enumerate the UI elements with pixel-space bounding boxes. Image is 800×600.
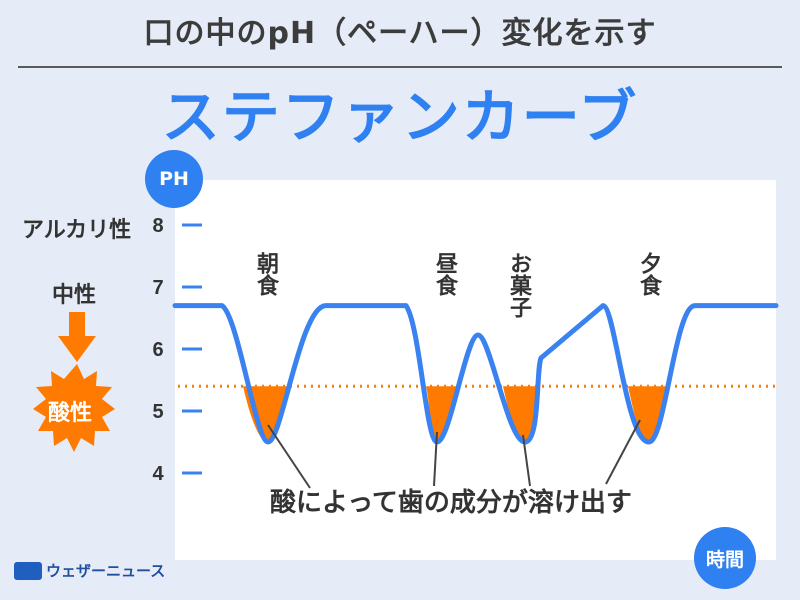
annotation-pointer — [267, 424, 311, 489]
annotation-pointer — [433, 431, 438, 487]
page-subtitle: ステファンカーブ — [161, 83, 639, 151]
meal-label-breakfast: 朝食 — [253, 252, 278, 296]
brand-logo: ウェザーニュース — [14, 560, 165, 581]
acid-zone-breakfast — [243, 386, 290, 442]
acid-annotation: 酸によって歯の成分が溶け出す — [270, 488, 632, 518]
y-tick-label: 5 — [152, 401, 163, 423]
plot-area — [175, 180, 776, 560]
brand-name: ウェザーニュース — [46, 562, 166, 580]
acid-zone-dinner — [628, 386, 667, 442]
acid-zone-snack — [503, 386, 540, 442]
meal-label-snack: お菓子 — [506, 252, 531, 318]
y-tick-label: 8 — [152, 215, 163, 237]
acid-zone-lunch — [426, 386, 460, 442]
brand-mark-icon — [14, 561, 42, 580]
meal-label-lunch: 昼食 — [432, 252, 457, 296]
title-divider — [18, 66, 782, 68]
alkaline-label: アルカリ性 — [22, 218, 132, 243]
annotation-pointer — [605, 419, 641, 485]
y-tick-label: 4 — [152, 463, 164, 485]
x-axis-badge: 時間 — [694, 527, 756, 589]
stephan-curve-line — [172, 303, 779, 445]
neutral-label: 中性 — [52, 283, 97, 308]
y-axis-badge: PH — [145, 150, 203, 208]
page-title: 口の中のpH（ペーハー）変化を示す — [143, 16, 657, 51]
y-tick-label: 6 — [152, 339, 163, 361]
y-tick-label: 7 — [152, 277, 163, 299]
meal-label-dinner: 夕食 — [636, 252, 661, 296]
annotation-pointer — [522, 434, 531, 487]
acidic-label: 酸性 — [48, 401, 93, 426]
